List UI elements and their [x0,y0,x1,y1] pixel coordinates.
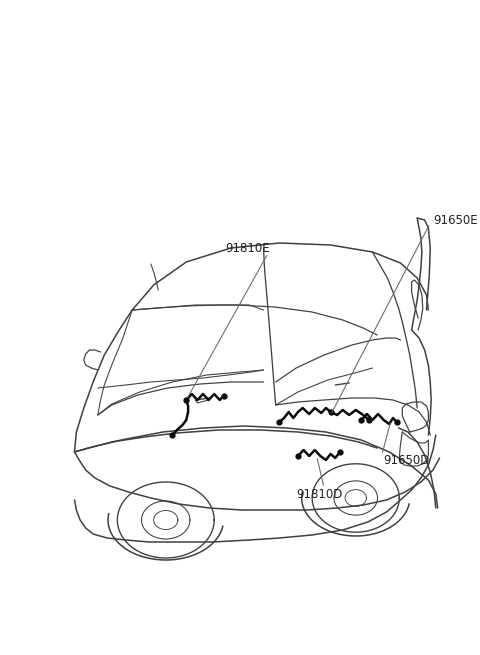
Text: 91810E: 91810E [226,242,270,255]
Text: 91650D: 91650D [384,453,430,466]
Text: 91650E: 91650E [433,214,478,227]
Text: 91810D: 91810D [296,487,343,500]
